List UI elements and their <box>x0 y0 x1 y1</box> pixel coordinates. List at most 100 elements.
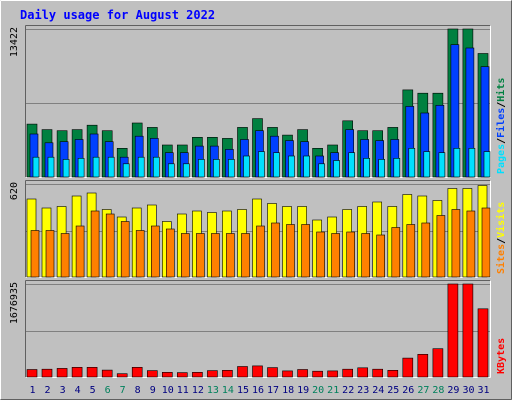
bar-kbytes-day-30 <box>462 283 474 378</box>
bar-kbytes-day-25 <box>387 369 399 378</box>
x-tick-label-day-30: 30 <box>462 385 474 396</box>
panel-kbytes: 1676935 KBytes <box>9 280 507 378</box>
bar-pages-day-4 <box>77 158 85 178</box>
bar-kbytes-day-10 <box>162 371 173 378</box>
panel-kbytes-plot-area <box>25 280 491 378</box>
x-axis-labels: 1 2 3 4 5 6 7 8 9 10 11 12 13 14 15 16 17 18 19 20 21 22 23 24 2… <box>29 385 489 396</box>
legend-slash: / <box>496 102 507 108</box>
bar-pages-day-26 <box>408 148 416 178</box>
bar-pages-day-9 <box>153 156 160 178</box>
bar-pages-day-14 <box>228 159 235 178</box>
bar-kbytes-day-9 <box>147 370 158 378</box>
bar-kbytes-day-19 <box>297 369 308 378</box>
bar-sites-day-11 <box>181 233 190 278</box>
x-tick-label-day-5: 5 <box>90 385 96 396</box>
bar-kbytes-day-17 <box>267 367 278 378</box>
panel-kbytes-max-label: 1676935 <box>9 282 20 324</box>
bar-pages-day-19 <box>303 155 310 178</box>
bar-sites-day-5 <box>90 210 100 278</box>
x-tick-label-day-9: 9 <box>150 385 156 396</box>
bar-kbytes-day-15 <box>237 366 248 378</box>
chart-panels: 13422Pages/Files/Hits620Sites/Visits1676… <box>9 25 507 378</box>
bar-pages-day-29 <box>453 148 461 178</box>
bar-sites-day-28 <box>436 215 446 278</box>
legend-slash: / <box>496 138 507 144</box>
bar-pages-day-28 <box>438 152 446 178</box>
x-tick-label-day-24: 24 <box>372 385 384 396</box>
x-tick-label-day-31: 31 <box>477 385 489 396</box>
bar-kbytes-day-8 <box>131 366 143 378</box>
legend-kbytes: KBytes <box>496 338 507 374</box>
bar-kbytes-day-4 <box>71 366 83 378</box>
x-tick-label-day-4: 4 <box>75 385 81 396</box>
legend-hits: Hits <box>495 78 507 102</box>
panel-visits-sites-legend: Sites/Visits <box>495 202 507 274</box>
bar-sites-day-23 <box>361 233 371 278</box>
bar-sites-day-25 <box>391 227 401 278</box>
bar-pages-day-3 <box>62 159 70 178</box>
bar-kbytes-day-11 <box>177 372 188 378</box>
x-tick-label-day-15: 15 <box>237 385 249 396</box>
bar-sites-day-9 <box>151 225 160 278</box>
bar-kbytes-day-1 <box>26 369 38 378</box>
bar-pages-day-6 <box>107 156 115 178</box>
bar-pages-day-25 <box>393 158 401 178</box>
bar-sites-day-13 <box>211 233 220 278</box>
bar-pages-day-17 <box>273 152 280 178</box>
panel-hits-files-pages-legend: Pages/Files/Hits <box>495 78 507 174</box>
bar-sites-day-31 <box>481 207 491 278</box>
x-tick-label-day-23: 23 <box>357 385 369 396</box>
bar-sites-day-3 <box>60 233 70 278</box>
bar-kbytes-day-12 <box>192 371 203 378</box>
x-tick-label-day-25: 25 <box>387 385 399 396</box>
bar-sites-day-14 <box>226 233 235 278</box>
x-tick-label-day-13: 13 <box>207 385 219 396</box>
x-tick-label-day-27: 27 <box>417 385 429 396</box>
bar-kbytes-day-26 <box>402 357 414 378</box>
bar-sites-day-4 <box>75 225 85 278</box>
bar-kbytes-day-2 <box>41 368 53 378</box>
panel-hits-files-pages-max-label: 13422 <box>9 27 20 57</box>
x-tick-label-day-26: 26 <box>402 385 414 396</box>
bar-kbytes-day-20 <box>312 370 323 378</box>
bar-sites-day-18 <box>286 224 295 278</box>
bar-sites-day-7 <box>120 221 130 278</box>
bar-kbytes-day-24 <box>372 368 384 378</box>
bar-kbytes-day-3 <box>56 368 68 378</box>
panel-visits-sites: 620 Sites/Visits <box>9 180 507 278</box>
x-tick-label-day-11: 11 <box>177 385 189 396</box>
x-tick-label-day-22: 22 <box>342 385 354 396</box>
x-tick-label-day-18: 18 <box>282 385 294 396</box>
bar-kbytes-day-18 <box>282 370 293 378</box>
bar-pages-day-12 <box>198 159 205 178</box>
bar-pages-day-16 <box>258 151 265 178</box>
bar-kbytes-day-6 <box>101 369 113 378</box>
x-tick-label-day-19: 19 <box>297 385 309 396</box>
x-tick-label-day-8: 8 <box>135 385 141 396</box>
bar-sites-day-16 <box>256 225 265 278</box>
legend-visits: Visits <box>495 202 507 238</box>
bar-sites-day-26 <box>406 224 416 278</box>
bar-pages-day-20 <box>318 163 325 178</box>
x-tick-label-day-29: 29 <box>447 385 459 396</box>
legend-pages: Pages <box>496 144 507 174</box>
bar-kbytes-day-29 <box>447 283 459 378</box>
x-tick-label-day-16: 16 <box>252 385 264 396</box>
legend-slash: / <box>496 238 507 244</box>
x-tick-label-day-14: 14 <box>222 385 234 396</box>
bar-pages-day-1 <box>32 156 40 178</box>
x-tick-label-day-28: 28 <box>432 385 444 396</box>
x-tick-label-day-21: 21 <box>327 385 339 396</box>
bar-sites-day-17 <box>271 222 280 278</box>
x-tick-label-day-3: 3 <box>60 385 66 396</box>
x-tick-label-day-7: 7 <box>120 385 126 396</box>
bar-pages-day-5 <box>92 156 100 178</box>
bar-sites-day-29 <box>451 209 461 278</box>
bar-kbytes-day-31 <box>477 308 489 378</box>
bar-kbytes-day-28 <box>432 348 444 378</box>
bar-pages-day-24 <box>378 159 386 178</box>
legend-files: Files <box>495 108 507 138</box>
bar-sites-day-22 <box>346 231 356 278</box>
